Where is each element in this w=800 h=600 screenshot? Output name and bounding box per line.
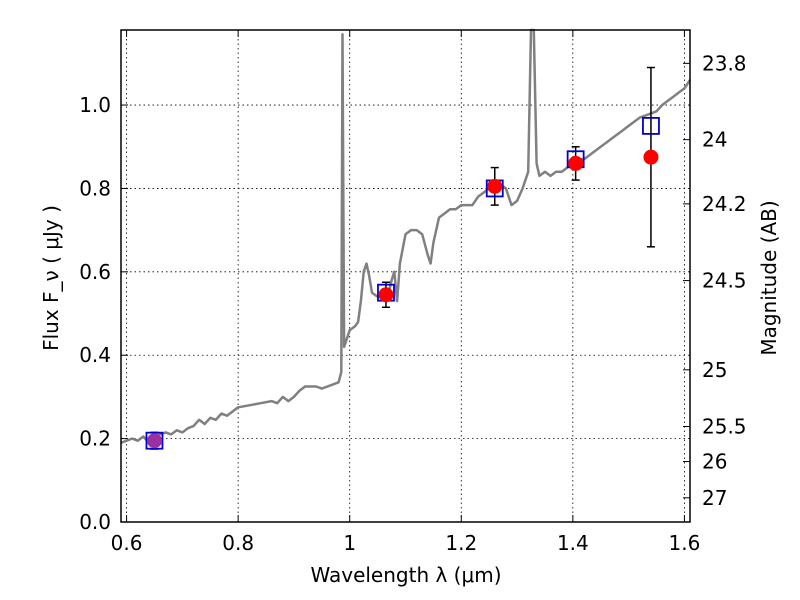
model-square bbox=[642, 116, 660, 135]
y-axis-label-right: Magnitude (AB) bbox=[757, 200, 781, 355]
observed-flux-markers bbox=[146, 149, 659, 449]
x-tick-label: 0.8 bbox=[222, 531, 254, 555]
y-tick-label: 0.0 bbox=[79, 510, 111, 534]
observed-point bbox=[568, 155, 584, 171]
x-tick-label: 0.6 bbox=[111, 531, 143, 555]
y-tick-label: 0.8 bbox=[79, 176, 111, 200]
right-tick-label: 27 bbox=[702, 486, 727, 510]
model-square bbox=[145, 431, 164, 450]
plot-frame bbox=[120, 29, 691, 523]
axis-ticks: 0.6 0.8 1 1.2 1.4 1.6 0.0 0.2 0.4 0.6 0.8 1.0 23.8 24… bbox=[79, 30, 747, 555]
x-tick-label: 1.6 bbox=[669, 531, 701, 555]
model-spectrum-line bbox=[120, 28, 692, 445]
right-tick-label: 25 bbox=[702, 358, 727, 382]
x-tick-label: 1 bbox=[343, 531, 356, 555]
y-tick-label: 1.0 bbox=[79, 93, 111, 117]
right-tick-label: 26 bbox=[702, 450, 727, 474]
right-tick-label: 24.5 bbox=[702, 269, 747, 293]
x-tick-label: 1.4 bbox=[557, 531, 589, 555]
right-tick-label: 24 bbox=[702, 128, 727, 152]
spectrum-path bbox=[120, 28, 692, 445]
right-tick-label: 25.5 bbox=[702, 415, 747, 439]
observed-point bbox=[643, 149, 659, 165]
y-axis-label-left: Flux F_ν ( μJy ) bbox=[39, 205, 63, 351]
observed-point bbox=[378, 287, 394, 303]
y-tick-label: 0.2 bbox=[79, 427, 111, 451]
observed-point bbox=[487, 178, 503, 194]
x-tick-label: 1.2 bbox=[445, 531, 477, 555]
right-tick-label: 24.2 bbox=[702, 192, 747, 216]
observed-point bbox=[146, 433, 162, 449]
x-axis-label: Wavelength λ (μm) bbox=[310, 563, 501, 587]
right-tick-label: 23.8 bbox=[702, 51, 747, 75]
y-tick-label: 0.4 bbox=[79, 343, 111, 367]
y-tick-label: 0.6 bbox=[79, 260, 111, 284]
